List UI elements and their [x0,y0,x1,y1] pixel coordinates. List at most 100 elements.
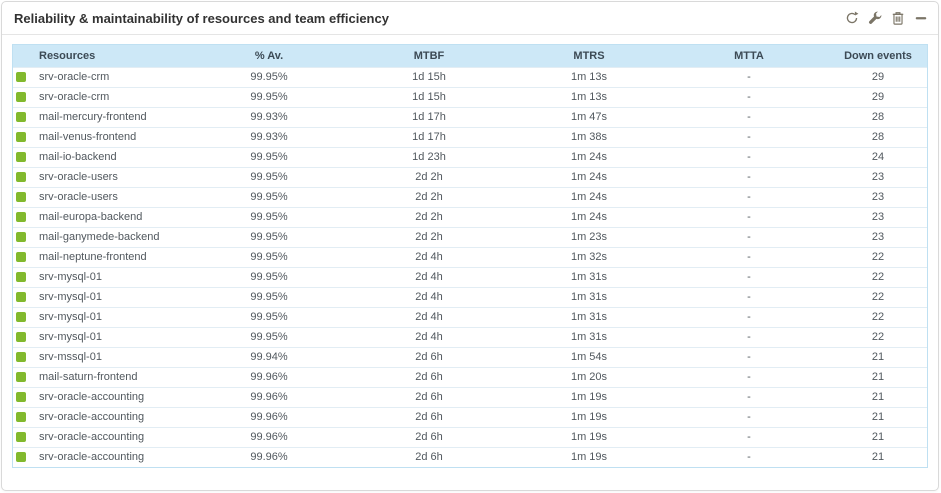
down-events-value: 23 [829,166,927,187]
status-ok-icon [16,92,26,103]
mtta-value: - [669,146,829,167]
down-events-value: 21 [829,366,927,387]
availability-value: 99.95% [189,146,349,167]
table-row: mail-venus-frontend 99.93% 1d 17h 1m 38s… [13,126,927,147]
down-events-value: 23 [829,226,927,247]
status-ok-icon [16,192,26,203]
table-row: srv-oracle-crm 99.95% 1d 15h 1m 13s - 29 [13,66,927,87]
trash-icon[interactable] [890,11,905,26]
availability-value: 99.96% [189,446,349,467]
down-events-value: 22 [829,326,927,347]
mtta-value: - [669,366,829,387]
mtbf-value: 2d 2h [349,226,509,247]
availability-value: 99.95% [189,266,349,287]
down-events-value: 22 [829,246,927,267]
mtrs-value: 1m 24s [509,166,669,187]
mtbf-value: 1d 15h [349,66,509,87]
mtta-value: - [669,426,829,447]
resource-name: mail-venus-frontend [39,126,189,147]
status-ok-icon [16,292,26,303]
mtrs-value: 1m 19s [509,426,669,447]
mtta-value: - [669,386,829,407]
resource-name: srv-oracle-users [39,166,189,187]
mtta-value: - [669,266,829,287]
status-ok-icon [16,212,26,223]
status-ok-icon [16,172,26,183]
resource-name: mail-ganymede-backend [39,226,189,247]
widget-title: Reliability & maintainability of resourc… [14,10,389,26]
mtrs-value: 1m 31s [509,266,669,287]
mtbf-value: 2d 4h [349,266,509,287]
availability-value: 99.95% [189,186,349,207]
down-events-value: 23 [829,186,927,207]
availability-value: 99.95% [189,246,349,267]
resource-name: mail-mercury-frontend [39,106,189,127]
mtbf-value: 2d 2h [349,186,509,207]
column-header-resources: Resources [39,45,189,67]
mtbf-value: 2d 2h [349,206,509,227]
mtbf-value: 2d 4h [349,246,509,267]
table-row: srv-mysql-01 99.95% 2d 4h 1m 31s - 22 [13,286,927,307]
availability-value: 99.95% [189,66,349,87]
mtbf-value: 1d 15h [349,86,509,107]
table-row: srv-oracle-accounting 99.96% 2d 6h 1m 19… [13,426,927,447]
mtbf-value: 2d 4h [349,326,509,347]
resource-name: srv-mssql-01 [39,346,189,367]
availability-value: 99.94% [189,346,349,367]
mtbf-value: 2d 6h [349,406,509,427]
status-ok-icon [16,352,26,363]
minimize-icon[interactable] [913,11,928,26]
mtbf-value: 1d 17h [349,106,509,127]
availability-value: 99.96% [189,386,349,407]
mtta-value: - [669,86,829,107]
status-ok-icon [16,72,26,83]
column-header-down-events: Down events [829,45,927,67]
down-events-value: 21 [829,406,927,427]
resource-name: srv-oracle-accounting [39,446,189,467]
mtta-value: - [669,166,829,187]
status-ok-icon [16,232,26,243]
resource-name: srv-oracle-accounting [39,406,189,427]
mtrs-value: 1m 47s [509,106,669,127]
table-row: srv-oracle-accounting 99.96% 2d 6h 1m 19… [13,386,927,407]
status-ok-icon [16,332,26,343]
down-events-value: 28 [829,126,927,147]
mtbf-value: 2d 6h [349,366,509,387]
mtrs-value: 1m 24s [509,206,669,227]
table-row: srv-oracle-users 99.95% 2d 2h 1m 24s - 2… [13,186,927,207]
mtbf-value: 1d 17h [349,126,509,147]
mtrs-value: 1m 19s [509,406,669,427]
mtta-value: - [669,66,829,87]
table-row: srv-mysql-01 99.95% 2d 4h 1m 31s - 22 [13,326,927,347]
table-row: srv-mysql-01 99.95% 2d 4h 1m 31s - 22 [13,266,927,287]
availability-value: 99.95% [189,306,349,327]
mtrs-value: 1m 54s [509,346,669,367]
widget-header: Reliability & maintainability of resourc… [2,2,938,35]
reliability-table: Resources % Av. MTBF MTRS MTTA Down even… [12,44,928,468]
wrench-icon[interactable] [867,11,882,26]
down-events-value: 21 [829,446,927,467]
column-header-mtbf: MTBF [349,45,509,67]
mtbf-value: 2d 4h [349,286,509,307]
mtrs-value: 1m 31s [509,306,669,327]
mtta-value: - [669,346,829,367]
availability-value: 99.95% [189,286,349,307]
table-row: srv-mssql-01 99.94% 2d 6h 1m 54s - 21 [13,346,927,367]
table-row: mail-io-backend 99.95% 1d 23h 1m 24s - 2… [13,146,927,167]
availability-value: 99.96% [189,426,349,447]
mtbf-value: 2d 6h [349,386,509,407]
table-header-row: Resources % Av. MTBF MTRS MTTA Down even… [13,45,927,67]
refresh-icon[interactable] [844,11,859,26]
down-events-value: 21 [829,426,927,447]
status-ok-icon [16,252,26,263]
mtta-value: - [669,446,829,467]
resource-name: srv-oracle-accounting [39,386,189,407]
resource-name: srv-oracle-users [39,186,189,207]
resource-name: srv-oracle-crm [39,66,189,87]
mtrs-value: 1m 31s [509,326,669,347]
column-header-mtrs: MTRS [509,45,669,67]
status-ok-icon [16,132,26,143]
down-events-value: 22 [829,286,927,307]
mtrs-value: 1m 24s [509,146,669,167]
